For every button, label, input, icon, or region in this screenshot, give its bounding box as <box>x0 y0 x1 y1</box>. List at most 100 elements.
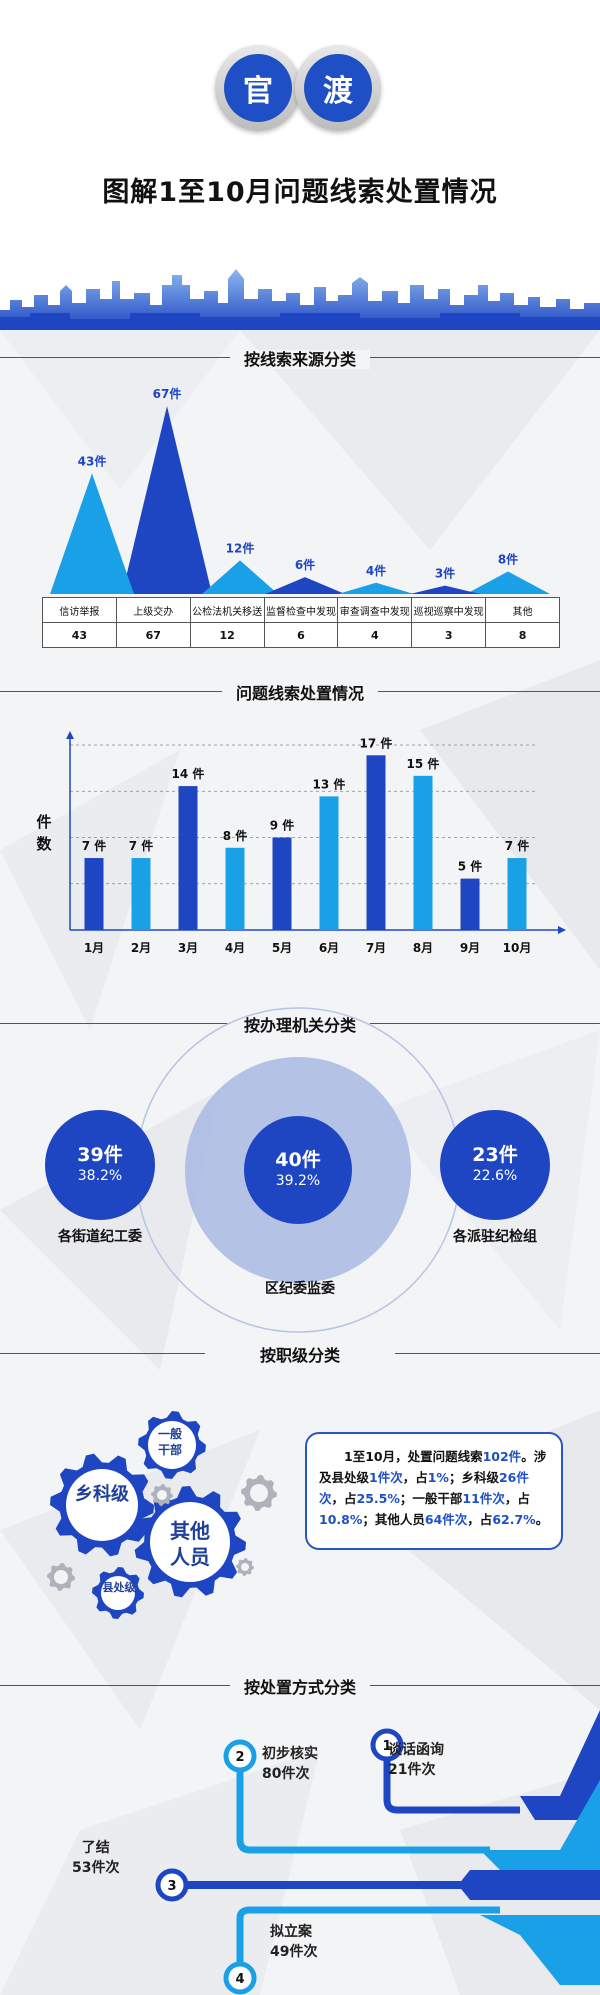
gear-label-county: 县处级 <box>102 1581 136 1594</box>
page-title: 图解1至10月问题线索处置情况 <box>102 177 498 208</box>
summary-text: ，占 <box>402 1470 428 1485</box>
method-node-3 <box>155 1868 189 1902</box>
source-value-label-1: 43件 <box>78 453 107 468</box>
y-axis-label: 数 <box>36 835 52 853</box>
month-bar-6 <box>319 796 339 930</box>
agency-label-stationed: 各派驻纪检组 <box>453 1229 537 1245</box>
month-tick-label-10: 10月 <box>503 941 532 955</box>
summary-text: ；一般干部 <box>399 1491 463 1506</box>
monthly-bar-chart: 件数 7 件 1月 7 件 2月 14 件 3月 8 件 4月 9 件 5月 13 件 6月 17 件 7月… <box>36 731 566 955</box>
month-value-label-8: 15 件 <box>407 756 440 771</box>
source-value-label-2: 67件 <box>153 386 182 401</box>
summary-text: 。 <box>535 1512 549 1527</box>
summary-highlight: 1% <box>427 1470 449 1485</box>
month-tick-label-1: 1月 <box>84 941 104 955</box>
method-arrow-shape-2 <box>480 1780 600 1870</box>
method-label-3: 了结 53件次 <box>72 1840 120 1876</box>
source-value-label-7: 8件 <box>498 552 518 567</box>
source-value-label-3: 12件 <box>226 540 255 555</box>
source-triangle-3 <box>202 560 278 594</box>
source-table-value: 4 <box>337 622 413 648</box>
method-node-number-3: 3 <box>167 1879 176 1894</box>
method-arrow-shape-1 <box>520 1710 600 1820</box>
summary-highlight: 11件次 <box>462 1491 505 1506</box>
logo-char-2: 渡 <box>304 54 372 122</box>
agency-bubble-stationed: 23件 22.6% <box>440 1110 550 1220</box>
rank-summary-text: 1至10月，处置问题线索102件。涉及县处级1件次，占1%；乡科级26件次，占2… <box>319 1446 551 1530</box>
source-table: 信访举报 上级交办 公检法机关移送 监督检查中发现 审查调查中发现 巡视巡察中发现 其他 4… <box>42 597 560 648</box>
month-bar-8 <box>413 775 433 930</box>
summary-text: ；其他人员 <box>362 1512 425 1527</box>
agency-label-district: 区纪委监委 <box>265 1281 335 1297</box>
method-arrow-shape-3 <box>458 1870 600 1900</box>
gears-graphic <box>47 1411 277 1619</box>
month-value-label-6: 13 件 <box>313 776 346 791</box>
logo-badge-1: 官 <box>215 45 301 131</box>
summary-highlight: 26件次 <box>319 1470 529 1506</box>
month-bar-3 <box>178 786 198 930</box>
method-arrow-shape-4 <box>480 1915 600 1985</box>
method-node-number-4: 4 <box>235 1972 244 1987</box>
method-node-number-2: 2 <box>235 1750 244 1765</box>
source-triangle-4 <box>265 577 345 594</box>
method-label-2: 初步核实 80件次 <box>262 1746 318 1782</box>
source-triangle-6 <box>410 585 480 594</box>
month-value-label-2: 7 件 <box>129 838 154 853</box>
source-table-value: 6 <box>263 622 339 648</box>
source-table-category: 上级交办 <box>115 597 191 623</box>
month-value-label-3: 14 件 <box>172 766 205 781</box>
section-title-rank: 按职级分类 <box>0 1342 600 1366</box>
gear-label-other: 其他 人员 <box>170 1519 210 1569</box>
month-value-label-10: 7 件 <box>505 838 530 853</box>
month-bar-9 <box>460 878 480 930</box>
month-value-label-1: 7 件 <box>82 838 107 853</box>
source-table-value: 43 <box>42 622 117 648</box>
summary-highlight: 25.5% <box>356 1491 400 1506</box>
summary-text: 。涉及县处级 <box>319 1449 547 1485</box>
summary-highlight: 62.7% <box>492 1512 536 1527</box>
month-bar-4 <box>225 847 245 930</box>
summary-text: ；乡科级 <box>448 1470 499 1485</box>
logo: 官 渡 <box>215 45 385 135</box>
month-tick-label-4: 4月 <box>225 941 245 955</box>
source-table-category: 审查调查中发现 <box>337 597 413 623</box>
agency-bubble-district: 40件 39.2% <box>244 1116 352 1224</box>
source-table-category: 信访举报 <box>42 597 117 623</box>
header: 官 渡 图解1至10月问题线索处置情况 <box>0 0 600 330</box>
source-triangle-2 <box>122 406 212 594</box>
month-tick-label-3: 3月 <box>178 941 198 955</box>
section-title-method: 按处置方式分类 <box>0 1674 600 1698</box>
summary-highlight: 1件次 <box>369 1470 403 1485</box>
method-node-2 <box>223 1739 257 1773</box>
source-table-category: 其他 <box>485 597 560 623</box>
city-skyline <box>0 269 600 330</box>
month-tick-label-9: 9月 <box>460 941 480 955</box>
summary-highlight: 10.8% <box>319 1512 363 1527</box>
month-value-label-4: 8 件 <box>223 828 248 843</box>
method-label-1: 谈话函询 21件次 <box>388 1742 444 1778</box>
summary-highlight: 102件 <box>482 1449 522 1464</box>
logo-badge-2: 渡 <box>295 45 381 131</box>
source-triangle-7 <box>466 571 550 594</box>
month-tick-label-2: 2月 <box>131 941 151 955</box>
month-tick-label-6: 6月 <box>319 941 339 955</box>
month-value-label-5: 9 件 <box>270 818 295 833</box>
source-table-value: 67 <box>115 622 191 648</box>
source-triangle-chart: 67件 43件 12件 8件 6件 4件 3件 <box>50 386 550 594</box>
summary-text: ，占 <box>331 1491 357 1506</box>
method-flow-diagram: 1 2 3 4 <box>155 1710 600 1995</box>
source-value-label-4: 6件 <box>295 557 315 572</box>
section-title-source: 按线索来源分类 <box>0 346 600 370</box>
month-bar-10 <box>507 858 527 930</box>
source-table-value: 3 <box>411 622 487 648</box>
method-connector-1 <box>383 1745 520 1814</box>
month-bar-1 <box>84 858 104 930</box>
method-node-1 <box>370 1728 404 1762</box>
source-table-category: 巡视巡察中发现 <box>411 597 487 623</box>
month-bar-7 <box>366 755 386 930</box>
source-table-category: 监督检查中发现 <box>263 597 339 623</box>
source-table-value: 12 <box>189 622 265 648</box>
method-connector-2 <box>236 1756 490 1854</box>
method-node-4 <box>223 1961 257 1995</box>
